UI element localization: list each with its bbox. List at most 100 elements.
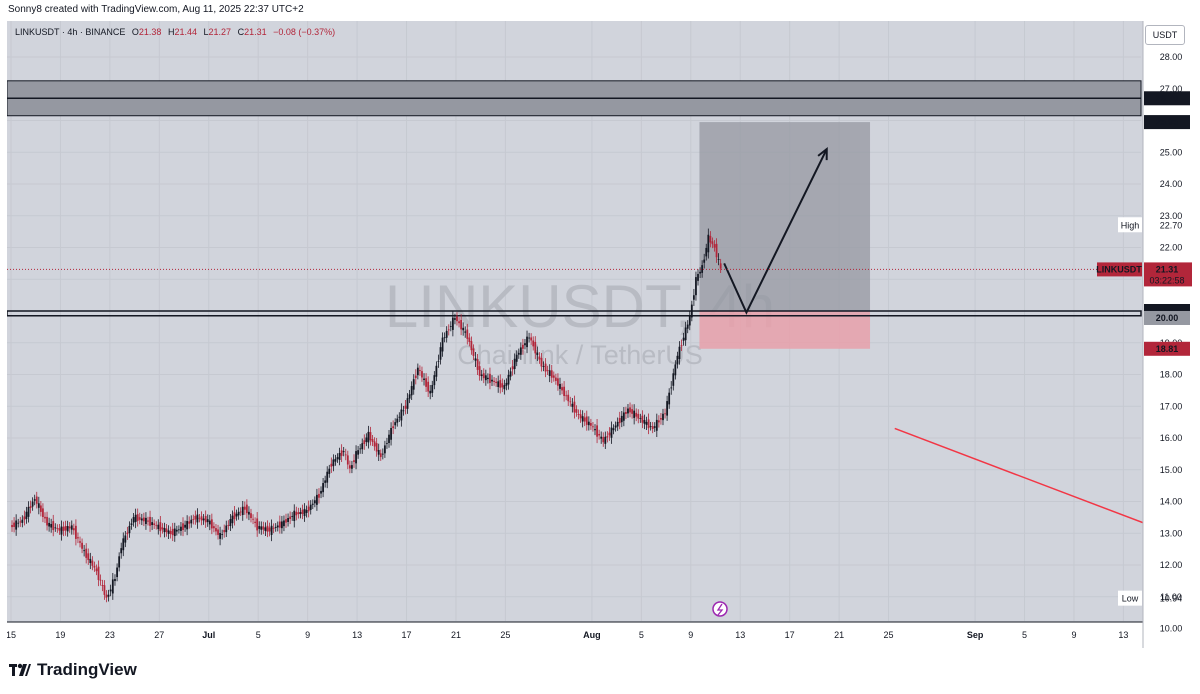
chart-pane[interactable]: LINKUSDT, 4h Chainlink / TetherUS 28.00 27.… [7,21,1193,648]
candle-body [437,360,440,362]
price-tick-label: 28.00 [1160,52,1183,62]
price-tick-label: 14.00 [1160,497,1183,507]
candle-body [707,234,710,253]
candle-body [445,330,448,338]
candle-body [410,386,413,396]
time-tick-label: 5 [639,630,644,640]
candle-body [643,420,646,424]
time-axis[interactable] [7,622,1143,648]
time-tick-label: 13 [352,630,362,640]
support-zone[interactable] [7,310,1142,317]
candle-body [128,525,131,534]
candle-body [233,512,236,520]
candle-body [330,463,333,467]
candle-body [169,530,172,535]
candle-body [602,436,605,443]
time-tick-label: 15 [7,630,16,640]
candle-body [95,568,98,572]
candle-body [519,347,522,355]
price-badge-label: 20.00 [1156,313,1179,323]
currency-selector[interactable]: USDT [1145,25,1185,45]
candle-body [668,392,671,405]
time-tick-label: 9 [688,630,693,640]
candle-body [546,369,549,371]
candle-body [561,387,563,391]
candle-body [17,522,20,524]
candle-body [690,304,693,318]
candle-body [151,522,154,526]
candle-body [83,550,86,552]
candle-body [138,517,141,520]
legend-low: 21.27 [208,27,232,37]
candle-body [344,454,347,456]
candle-body [554,377,557,381]
trend-line[interactable] [894,427,1146,525]
candle-body [717,259,720,260]
candle-body [60,526,63,535]
legend-low-label: L [203,27,209,37]
target-zone[interactable] [699,122,871,312]
candle-body [515,354,518,362]
candle-body [711,241,714,245]
candle-body [177,529,180,531]
candle-body [682,337,685,341]
candle-body [534,341,537,354]
candle-body [64,526,67,531]
candle-body [608,432,611,436]
candle-body [396,418,399,423]
candle-body [348,465,351,469]
low-label: Low [1122,594,1139,604]
price-badge [1144,91,1190,106]
candle-body [37,503,40,508]
candle-body [550,370,553,378]
candle-body [27,506,30,517]
candle-body [451,317,454,330]
candle-body [569,401,572,403]
candle-body [692,295,695,300]
candle-body [439,347,442,360]
candle-body [54,527,57,529]
candle-body [62,526,65,531]
candle-body [305,510,308,513]
candle-body [695,277,697,296]
candle-body [243,506,246,510]
candle-body [441,337,444,352]
candle-body [565,395,568,397]
candle-body [87,553,90,561]
brand: TradingView [9,660,137,680]
candle-body [540,357,543,367]
time-tick-label: 21 [834,630,844,640]
candle-body [111,579,114,594]
candle-body [606,436,609,438]
candle-body [705,247,708,257]
time-tick-label: 13 [735,630,745,640]
candle-body [192,519,195,520]
candle-body [223,530,226,533]
high-label: High [1121,220,1140,230]
time-tick-label: Sep [967,630,984,640]
candle-body [25,511,28,519]
stop-zone[interactable] [699,311,871,349]
projection-path[interactable] [723,148,828,315]
watermark-subtitle: Chainlink / TetherUS [457,340,703,370]
candle-body [256,518,259,531]
candle-body [402,410,405,412]
candle-body [225,525,228,533]
candle-body [79,541,81,543]
candle-body [274,526,277,528]
candle-body [509,371,512,377]
candle-body [194,515,197,520]
candle-body [56,528,59,529]
event-marker-icon[interactable] [712,601,728,617]
candle-body [532,340,535,347]
candle-body [19,521,22,523]
candle-body [229,518,232,527]
candle-body [109,589,112,592]
candle-body [219,533,221,539]
time-tick-label: 5 [256,630,261,640]
candle-body [118,556,121,568]
candle-body [334,458,337,462]
candle-body [657,420,660,423]
candle-body [208,520,211,525]
